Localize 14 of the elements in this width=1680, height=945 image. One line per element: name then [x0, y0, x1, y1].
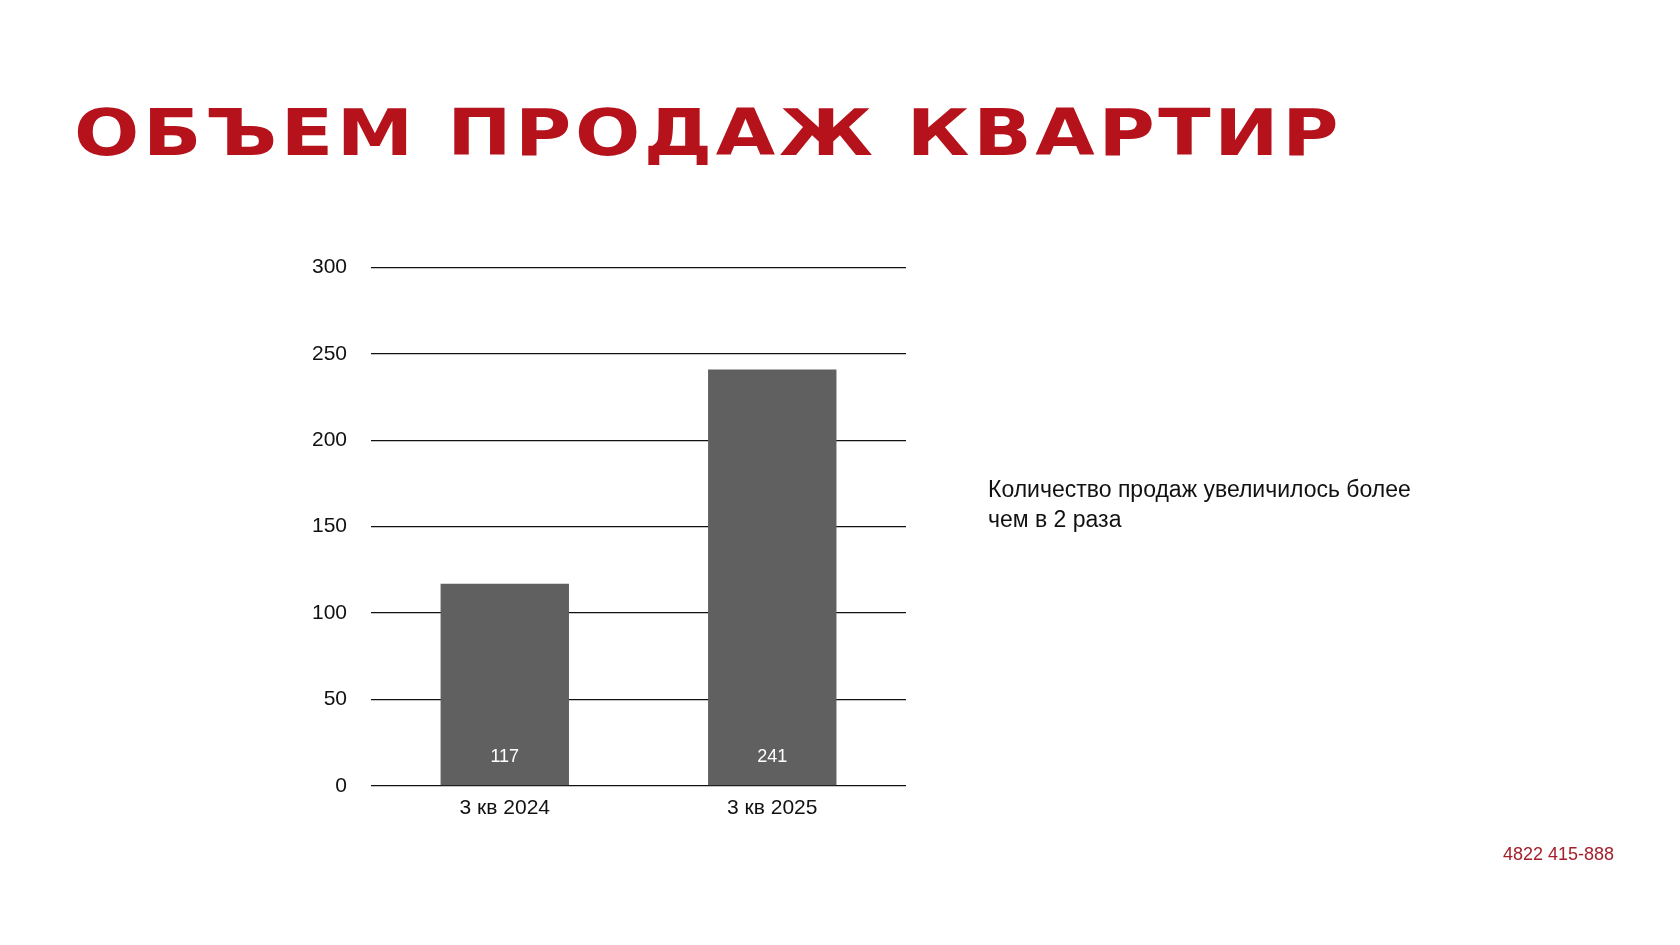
y-tick-label: 150 — [311, 513, 348, 537]
y-tick-label: 200 — [311, 427, 348, 451]
y-tick-label: 50 — [323, 686, 348, 710]
data-label: 117 — [490, 746, 520, 767]
data-label: 241 — [757, 746, 788, 767]
x-tick-label: 3 кв 2024 — [459, 795, 551, 819]
y-tick-label: 300 — [311, 254, 348, 278]
y-tick-label: 100 — [311, 599, 348, 623]
text: 4822 415-888 — [1502, 844, 1614, 865]
text: Количество продаж увеличилось более чем в 2 раза — [988, 475, 1412, 534]
y-tick-label: 0 — [335, 772, 348, 796]
x-tick-label: 3 кв 2025 — [727, 795, 818, 819]
y-tick-label: 250 — [311, 340, 348, 364]
chart-title: ОБЪЕМ ПРОДАЖ КВАРТИР — [74, 96, 1343, 170]
